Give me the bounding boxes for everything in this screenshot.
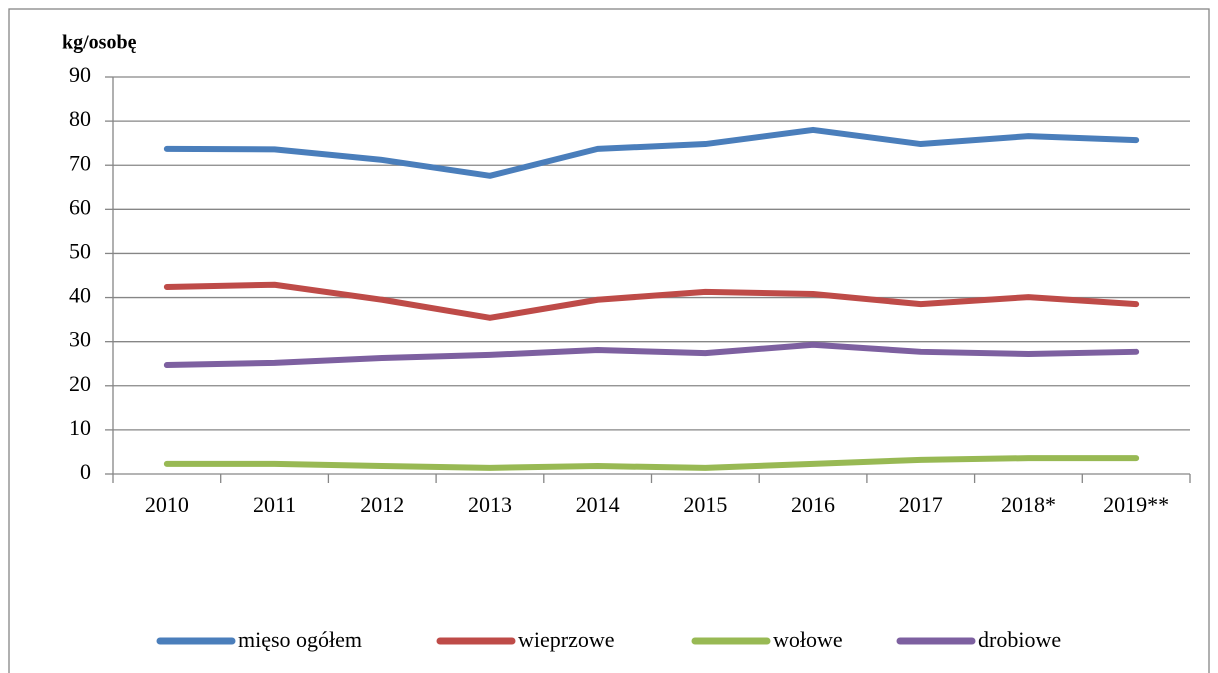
- x-tick-label: 2010: [145, 492, 189, 517]
- legend-label: wołowe: [773, 627, 843, 652]
- x-tick-label: 2011: [253, 492, 296, 517]
- y-tick-label: 0: [80, 459, 91, 484]
- y-tick-label: 80: [69, 106, 91, 131]
- data-line: [163, 126, 1140, 179]
- legend-label: mięso ogółem: [238, 627, 362, 652]
- y-tick-label: 30: [69, 327, 91, 352]
- data-line: [163, 281, 1140, 321]
- x-tick-label: 2018*: [1001, 492, 1056, 517]
- x-tick-label: 2012: [360, 492, 404, 517]
- y-tick-label: 60: [69, 194, 91, 219]
- y-tick-label: 40: [69, 283, 91, 308]
- legend-label: drobiowe: [978, 627, 1061, 652]
- x-tick-label: 2019**: [1103, 492, 1169, 517]
- y-tick-label: 50: [69, 238, 91, 263]
- x-tick-label: 2014: [576, 492, 620, 517]
- data-line: [163, 341, 1140, 369]
- legend-label: wieprzowe: [518, 627, 615, 652]
- y-axis-label: kg/osobę: [62, 32, 137, 54]
- y-tick-label: 10: [69, 415, 91, 440]
- x-tick-label: 2016: [791, 492, 835, 517]
- y-tick-label: 70: [69, 150, 91, 175]
- x-tick-label: 2015: [683, 492, 727, 517]
- x-tick-label: 2013: [468, 492, 512, 517]
- x-tick-label: 2017: [899, 492, 943, 517]
- y-tick-label: 20: [69, 371, 91, 396]
- chart-frame: [8, 8, 1210, 673]
- y-tick-label: 90: [69, 62, 91, 87]
- data-line: [163, 455, 1140, 471]
